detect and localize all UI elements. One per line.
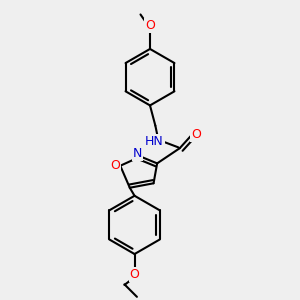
Text: O: O	[191, 128, 201, 141]
Text: O: O	[145, 19, 155, 32]
Text: O: O	[130, 268, 140, 281]
Text: N: N	[133, 147, 142, 160]
Text: HN: HN	[145, 135, 164, 148]
Text: O: O	[111, 159, 121, 172]
